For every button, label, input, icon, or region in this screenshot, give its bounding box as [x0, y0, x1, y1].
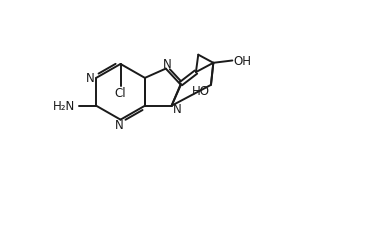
Text: HO: HO: [192, 85, 210, 98]
Text: OH: OH: [233, 55, 251, 68]
Text: N: N: [162, 58, 171, 71]
Text: H₂N: H₂N: [53, 100, 75, 113]
Text: N: N: [115, 118, 124, 131]
Text: N: N: [173, 102, 182, 115]
Text: N: N: [86, 72, 95, 85]
Text: Cl: Cl: [115, 87, 127, 100]
